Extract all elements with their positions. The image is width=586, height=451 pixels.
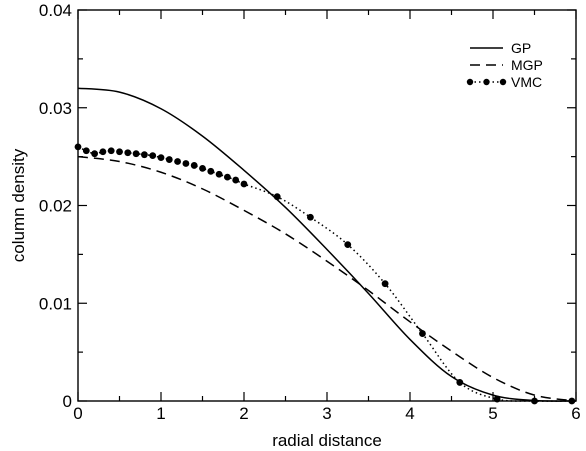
y-tick-label: 0 (63, 392, 72, 411)
data-point-vmc (493, 395, 501, 403)
data-point-vmc (344, 241, 352, 249)
legend-marker-vmc (499, 78, 507, 86)
data-point-vmc (174, 158, 182, 165)
data-point-vmc (381, 280, 389, 288)
data-point-vmc (107, 147, 115, 155)
x-tick-label: 2 (239, 404, 248, 423)
data-point-vmc (240, 180, 248, 188)
data-point-vmc (190, 162, 198, 169)
data-point-vmc (215, 170, 223, 178)
y-tick-label: 0.04 (39, 1, 72, 20)
data-point-vmc (307, 213, 314, 221)
legend-marker-vmc (483, 78, 490, 86)
series-line-gp (77, 87, 577, 402)
legend-label-gp: GP (511, 40, 531, 56)
data-point-vmc (149, 152, 157, 160)
y-axis-title: column density (9, 148, 28, 262)
data-point-vmc (82, 147, 90, 155)
legend-entry-vmc: VMC (466, 74, 542, 90)
y-tick-label: 0.01 (39, 294, 72, 313)
data-point-vmc (157, 154, 165, 162)
series-layer (74, 87, 577, 405)
x-tick-label: 0 (73, 404, 82, 423)
legend-label-vmc: VMC (511, 74, 542, 90)
legend-marker-vmc (466, 78, 474, 86)
x-tick-label: 1 (156, 404, 165, 423)
data-point-vmc (224, 173, 231, 181)
axes-layer: 0 1 2 3 4 5 6 0 0.01 0.02 0.03 0.04 (39, 1, 581, 423)
y-tick-label: 0.02 (39, 197, 72, 216)
series-gp (77, 87, 577, 402)
data-point-vmc (141, 151, 148, 159)
series-mgp (77, 155, 577, 402)
legend-entry-mgp: MGP (470, 57, 543, 73)
data-point-vmc (132, 150, 140, 158)
data-point-vmc (199, 164, 206, 172)
legend-entry-gp: GP (470, 40, 531, 56)
y-tick-label: 0.03 (39, 99, 72, 118)
x-tick-label: 5 (488, 404, 497, 423)
data-point-vmc (182, 160, 190, 167)
data-point-vmc (74, 143, 82, 151)
data-point-vmc (99, 148, 107, 156)
x-tick-label: 6 (571, 404, 580, 423)
x-tick-label: 4 (405, 404, 414, 423)
data-point-vmc (273, 193, 281, 201)
series-vmc (74, 143, 576, 405)
series-line-vmc (77, 146, 572, 402)
data-point-vmc (456, 379, 464, 386)
data-point-vmc (91, 150, 98, 158)
x-tick-label: 3 (322, 404, 331, 423)
legend-label-mgp: MGP (511, 57, 543, 73)
plot-frame (77, 9, 577, 402)
data-point-vmc (165, 156, 173, 163)
x-axis-title: radial distance (272, 431, 382, 450)
data-point-vmc (232, 176, 240, 184)
data-point-vmc (207, 167, 215, 175)
data-point-vmc (116, 148, 123, 156)
series-line-mgp (77, 155, 577, 402)
data-point-vmc (419, 330, 426, 337)
plot-area (77, 9, 577, 402)
data-point-vmc (124, 149, 132, 157)
